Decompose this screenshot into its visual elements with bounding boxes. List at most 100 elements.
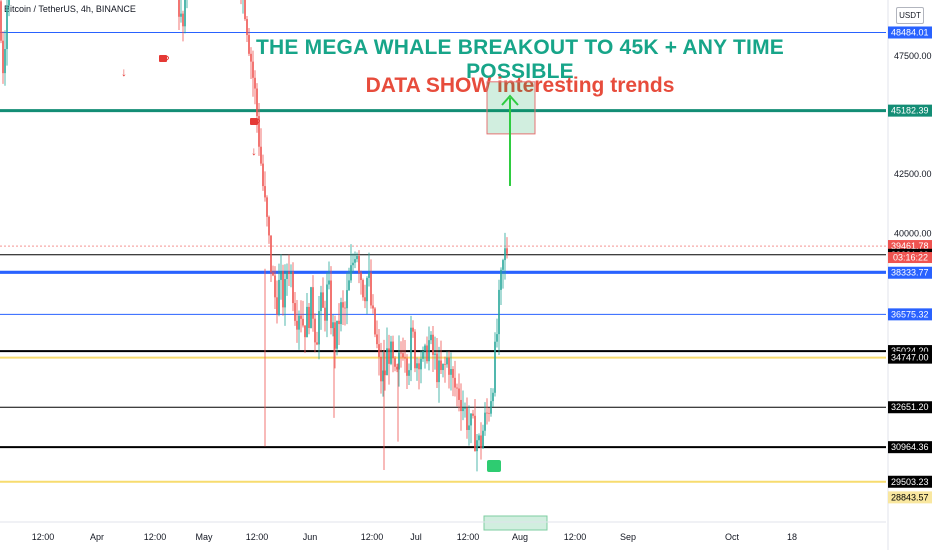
x-tick-label: 12:00: [457, 532, 480, 542]
candle-body: [318, 311, 320, 345]
price-axis[interactable]: 65000.0062500.0057500.0055000.0052500.00…: [887, 0, 932, 550]
price-level-label-bg: [888, 491, 932, 504]
candle-body: [504, 248, 506, 261]
candle-body: [460, 399, 462, 412]
candle-body: [418, 363, 420, 370]
candle-body: [300, 315, 302, 319]
candle-body: [294, 303, 296, 321]
candle-body: [290, 271, 292, 274]
candle-body: [446, 357, 448, 365]
candle-body: [480, 435, 482, 448]
candle-body: [284, 279, 286, 308]
candle-body: [408, 370, 410, 376]
y-tick-label: 42500.00: [894, 169, 932, 179]
candle-body: [272, 272, 274, 276]
candle-body: [278, 279, 280, 315]
candle-body: [260, 146, 262, 164]
candle-body: [266, 197, 268, 217]
candle-body: [250, 53, 252, 62]
candle-body: [506, 248, 508, 254]
candle-body: [402, 353, 404, 358]
candle-body: [292, 271, 294, 304]
candle-body: [362, 280, 364, 298]
price-level-label: 35024.20: [891, 346, 929, 356]
candle-body: [450, 368, 452, 375]
candle-body: [354, 259, 356, 263]
candle-body: [356, 256, 358, 260]
candle-body: [382, 370, 384, 382]
candle-body: [482, 430, 484, 448]
candle-body: [8, 0, 10, 6]
time-axis[interactable]: 12:00 Apr 12:00 May 12:00 Jun 12:00 Jul 12:00 Aug…: [0, 521, 886, 542]
candle-body: [494, 341, 496, 393]
candle-body: [478, 435, 480, 441]
candle-body: [180, 13, 182, 17]
x-tick-label: Sep: [620, 532, 636, 542]
candle-body: [500, 269, 502, 290]
candle-body: [426, 345, 428, 362]
candle-body: [432, 334, 434, 355]
candle-body: [474, 415, 476, 452]
candle-body: [320, 292, 322, 312]
currency-button[interactable]: USDT: [896, 7, 924, 24]
candle-body: [314, 318, 316, 343]
annotation-title-1: THE MEGA WHALE BREAKOUT TO 45K + ANY TIM…: [256, 36, 784, 83]
candle-body: [412, 327, 414, 332]
candle-body: [6, 5, 8, 50]
candle-body: [244, 0, 246, 20]
candle-body: [342, 302, 344, 308]
candle-body: [452, 368, 454, 378]
candle-body: [372, 305, 374, 309]
candle-body: [398, 352, 400, 370]
candle-body: [472, 413, 474, 416]
cup-icon: [257, 118, 260, 124]
candle-body: [334, 322, 336, 349]
candle-body: [410, 327, 412, 371]
candle-body: [502, 260, 504, 270]
candle-body: [246, 19, 248, 36]
price-level-label-bg: [888, 26, 932, 39]
price-level-label: 36575.32: [891, 309, 929, 319]
candle-body: [476, 440, 478, 452]
x-tick-label: 12:00: [361, 532, 384, 542]
candle-body: [0, 1, 2, 41]
candle-body: [498, 289, 500, 335]
candle-body: [368, 272, 370, 278]
candle-body: [328, 280, 330, 285]
candle-body: [4, 49, 6, 74]
candle-body: [282, 271, 284, 308]
cup-icon: [487, 460, 501, 472]
price-level-label: 34747.00: [891, 353, 929, 363]
candle-body: [448, 357, 450, 375]
x-tick-label: Apr: [90, 532, 104, 542]
candle-body: [388, 348, 390, 364]
candle-body: [442, 363, 444, 371]
candle-body: [424, 345, 426, 352]
candle-body: [464, 407, 466, 409]
price-level-label: 30964.36: [891, 442, 929, 452]
candle-body: [352, 262, 354, 266]
candle-body: [488, 412, 490, 414]
price-level-label-bg: [888, 475, 932, 488]
candle-body: [2, 40, 4, 74]
candle-body: [286, 271, 288, 280]
candle-body: [298, 315, 300, 330]
candle-body: [436, 353, 438, 383]
x-tick-label: 12:00: [564, 532, 587, 542]
candle-body: [276, 297, 278, 315]
candle-body: [280, 271, 282, 280]
candle-body: [360, 272, 362, 281]
candle-body: [486, 412, 488, 414]
price-level-label: 39461.78: [891, 241, 929, 251]
candle-body: [256, 88, 258, 117]
candle-body: [264, 186, 266, 198]
price-level-label-bg: [888, 441, 932, 454]
x-tick-label: Jul: [410, 532, 422, 542]
candle-body: [324, 307, 326, 321]
candle-body: [302, 318, 304, 326]
countdown-bg: [888, 252, 932, 264]
candle-body: [470, 413, 472, 426]
candle-body: [322, 292, 324, 308]
candle-body: [336, 320, 338, 349]
